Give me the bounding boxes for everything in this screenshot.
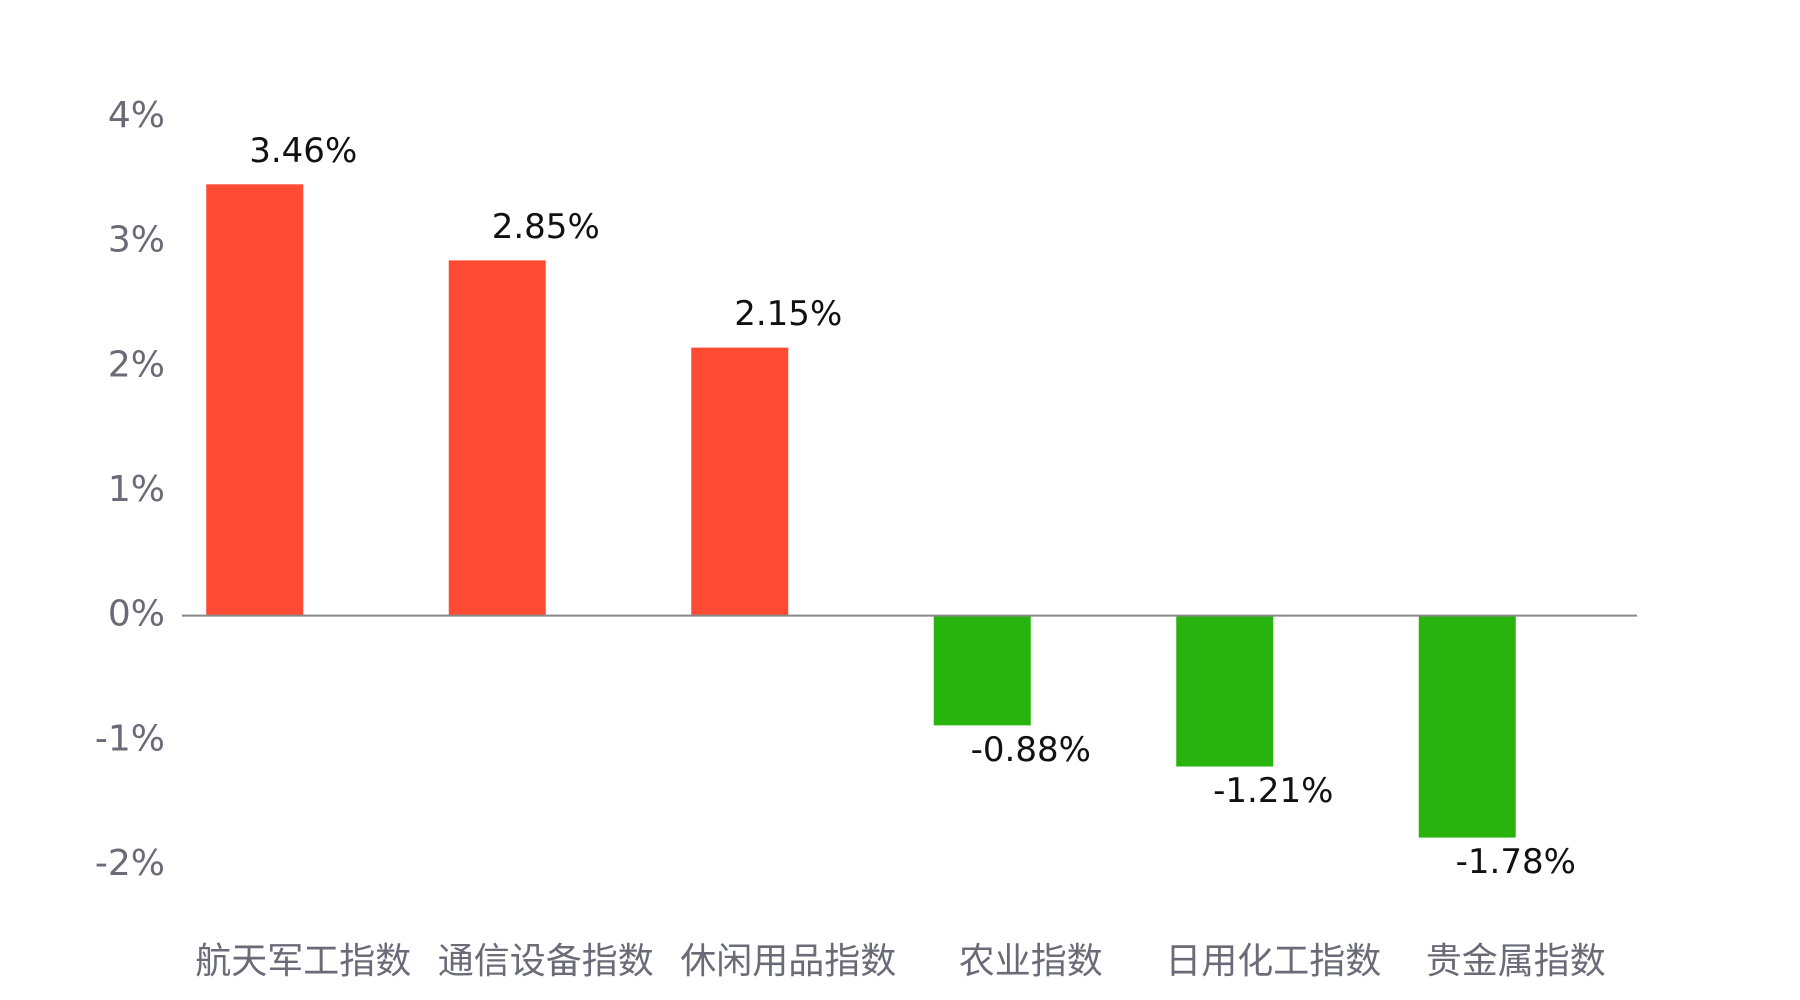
- bar: [1176, 615, 1274, 767]
- bar: [691, 347, 789, 616]
- bar: [206, 184, 304, 616]
- y-tick-label: 0%: [108, 594, 165, 635]
- y-tick-label: -2%: [95, 843, 165, 884]
- bar: [448, 260, 546, 616]
- bar: [1418, 615, 1516, 838]
- y-tick-label: 3%: [108, 220, 165, 261]
- y-tick-label: 1%: [108, 469, 165, 510]
- value-label: -1.78%: [1456, 842, 1576, 882]
- y-tick-label: 4%: [108, 95, 165, 136]
- x-tick-label: 农业指数: [959, 941, 1103, 982]
- x-tick-label: 休闲用品指数: [680, 941, 896, 982]
- x-tick-label: 日用化工指数: [1165, 941, 1381, 982]
- value-label: -1.21%: [1213, 771, 1333, 811]
- value-label: 2.15%: [734, 294, 842, 334]
- value-label: 2.85%: [492, 207, 600, 247]
- x-tick-label: 通信设备指数: [438, 941, 654, 982]
- value-label: -0.88%: [971, 730, 1091, 770]
- y-tick-label: 2%: [108, 344, 165, 385]
- y-tick-label: -1%: [95, 718, 165, 759]
- x-tick-label: 贵金属指数: [1426, 941, 1606, 982]
- bar: [933, 615, 1031, 726]
- value-label: 3.46%: [249, 131, 357, 171]
- x-tick-label: 航天军工指数: [195, 941, 411, 982]
